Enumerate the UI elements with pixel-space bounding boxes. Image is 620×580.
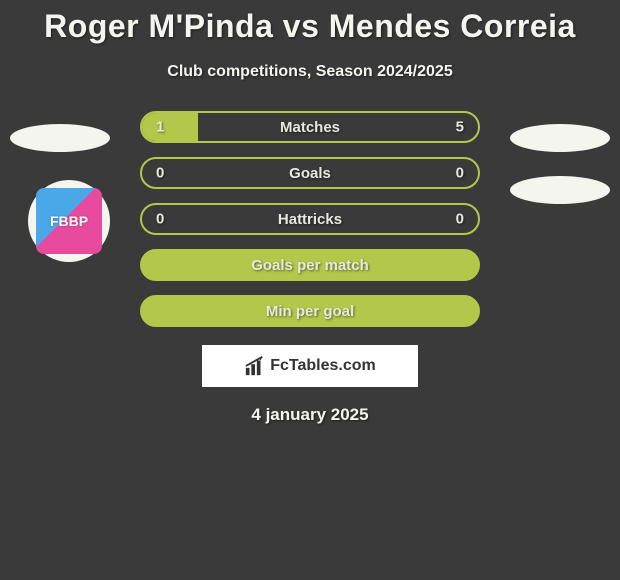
stat-label: Goals [289, 165, 331, 182]
stat-value-right: 0 [456, 165, 464, 182]
stat-row: 0 Hattricks 0 [140, 203, 480, 235]
comparison-title: Roger M'Pinda vs Mendes Correia [0, 0, 620, 45]
stat-row: 0 Goals 0 [140, 157, 480, 189]
chart-bars-icon [244, 355, 266, 377]
stat-value-right: 0 [456, 211, 464, 228]
stat-row: Goals per match [140, 249, 480, 281]
stat-label: Hattricks [278, 211, 342, 228]
stat-value-left: 0 [156, 211, 164, 228]
player-left-badge [10, 124, 110, 152]
comparison-date: 4 january 2025 [0, 405, 620, 425]
stat-label: Goals per match [251, 257, 369, 274]
stat-label: Min per goal [266, 303, 354, 320]
stat-row: 1 Matches 5 [140, 111, 480, 143]
stat-value-left: 0 [156, 165, 164, 182]
stat-label: Matches [280, 119, 340, 136]
club-logo: FBBP [28, 180, 110, 262]
stat-value-right: 5 [456, 119, 464, 136]
comparison-subtitle: Club competitions, Season 2024/2025 [0, 63, 620, 81]
club-logo-text: FBBP [36, 188, 102, 254]
watermark-text: FcTables.com [270, 357, 376, 375]
stat-value-left: 1 [156, 119, 164, 136]
stat-row: Min per goal [140, 295, 480, 327]
watermark: FcTables.com [202, 345, 418, 387]
player-right-badge-1 [510, 124, 610, 152]
stat-fill [142, 113, 198, 141]
player-right-badge-2 [510, 176, 610, 204]
